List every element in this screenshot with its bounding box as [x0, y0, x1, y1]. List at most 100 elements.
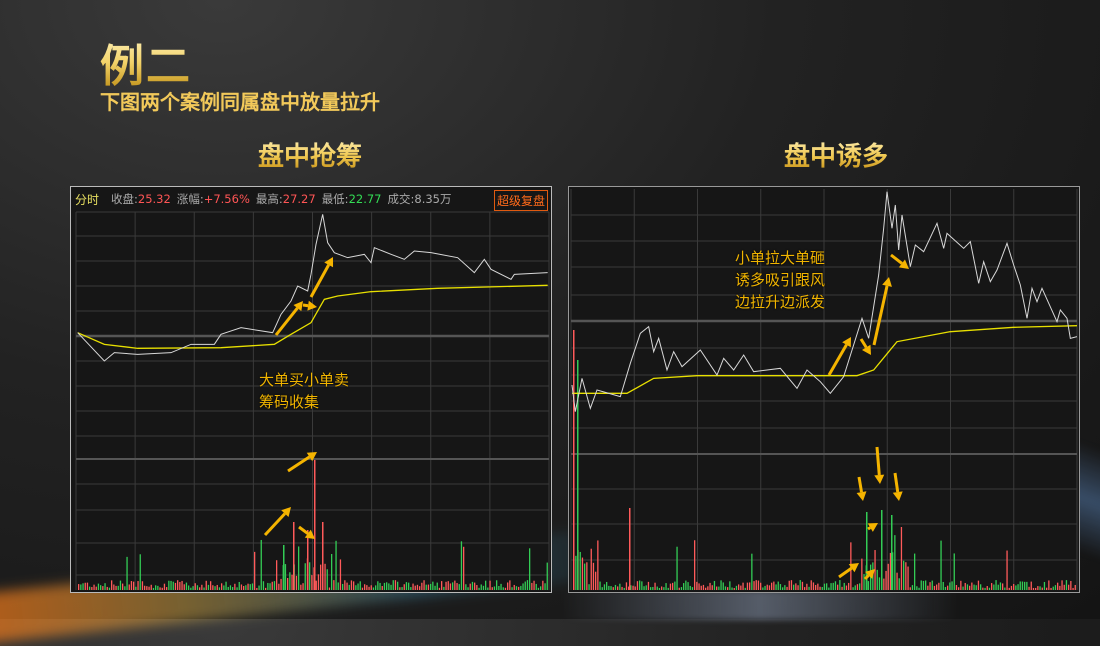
arrow-icon	[274, 307, 299, 336]
volume-bar	[766, 584, 768, 590]
volume-bar	[720, 580, 722, 590]
volume-bar	[256, 587, 258, 590]
volume-bar	[889, 552, 892, 590]
volume-bar	[163, 583, 166, 590]
volume-bar	[834, 581, 837, 590]
volume-bar	[801, 581, 804, 590]
left-chart-caption: 盘中抢筹	[210, 136, 410, 173]
arrow-icon	[306, 452, 317, 462]
volume-bar	[342, 583, 344, 590]
volume-bar	[1035, 587, 1037, 590]
volume-bar	[953, 553, 955, 590]
volume-bar	[537, 587, 540, 590]
volume-bar	[650, 587, 652, 590]
super-review-button[interactable]: 超级复盘	[493, 190, 548, 211]
volume-bar	[183, 584, 185, 590]
arrow-icon	[281, 507, 291, 517]
volume-bar	[905, 562, 907, 590]
volume-bar	[289, 572, 291, 590]
volume-bar	[771, 582, 773, 590]
volume-bar	[742, 582, 744, 590]
volume-bar	[630, 585, 632, 590]
arrow-icon	[263, 512, 286, 537]
volume-bar	[804, 587, 806, 590]
volume-bar	[900, 527, 903, 590]
arrow-icon	[827, 344, 848, 376]
volume-bar	[280, 578, 282, 590]
arrow-icon	[865, 569, 875, 579]
right-intraday-chart[interactable]: 小单拉大单砸 诱多吸引跟风 边拉升边派发	[568, 186, 1080, 593]
average-price-line	[572, 325, 1078, 394]
volume-bar	[212, 585, 214, 590]
volume-bar	[885, 570, 887, 590]
volume-bar	[581, 557, 584, 590]
volume-bar	[300, 584, 302, 590]
volume-bar	[603, 584, 606, 590]
chart-header: 分时 收盘:25.32 涨幅:+7.56% 最高:27.27 最低:22.77 …	[71, 187, 551, 211]
volume-bar	[469, 583, 471, 590]
volume-bar	[124, 586, 126, 590]
volume-bar	[458, 584, 460, 590]
arrow-icon	[309, 264, 330, 298]
volume-bar	[665, 583, 667, 590]
volume-bar	[493, 586, 496, 590]
volume-bar	[254, 551, 256, 590]
volume-bar	[298, 546, 300, 590]
volume-bar	[753, 581, 755, 590]
volume-bar	[859, 583, 861, 590]
volume-bar	[856, 584, 859, 590]
volume-bar	[452, 582, 454, 590]
volume-bar	[216, 584, 218, 590]
volume-bar	[1041, 587, 1043, 590]
volume-bar	[122, 583, 124, 590]
volume-bar	[861, 558, 863, 590]
volume-bar	[130, 581, 133, 590]
volume-bar	[839, 580, 841, 590]
volume-bar	[357, 583, 359, 590]
volume-bar	[126, 556, 128, 590]
arrow-icon	[287, 455, 311, 473]
volume-bar	[621, 586, 623, 590]
volume-bar	[434, 585, 436, 590]
volume-bar	[590, 548, 592, 590]
slide-subtitle: 下图两个案例同属盘中放量拉升	[100, 90, 380, 114]
right-chart-caption: 盘中诱多	[736, 136, 936, 173]
volume-bar	[606, 581, 608, 590]
volume-bar	[221, 583, 223, 590]
volume-bar	[777, 581, 779, 590]
volume-bar	[262, 581, 265, 590]
annotation-line: 诱多吸引跟风	[735, 271, 826, 289]
change-label: 涨幅:	[176, 192, 204, 206]
volume-bar	[586, 562, 588, 590]
volume-bar	[348, 584, 350, 590]
volume-bar	[848, 582, 850, 590]
volume-bar	[326, 569, 328, 590]
volume-bar	[91, 587, 93, 590]
volume-bar	[97, 583, 100, 590]
arrow-icon	[307, 300, 317, 311]
volume-bar	[896, 572, 898, 590]
volume-bar	[707, 586, 709, 590]
volume-bar	[817, 583, 819, 590]
volume-bar	[276, 560, 278, 590]
volume-bar	[632, 585, 634, 590]
arrow-icon	[882, 277, 892, 287]
volume-bar	[898, 578, 900, 590]
volume-bar	[427, 584, 430, 590]
tab-intraday[interactable]: 分时	[75, 192, 100, 207]
left-intraday-chart[interactable]: 分时 收盘:25.32 涨幅:+7.56% 最高:27.27 最低:22.77 …	[70, 186, 552, 593]
price-line	[77, 214, 548, 362]
volume-bar	[307, 530, 309, 590]
volume-bar	[344, 580, 346, 590]
volume-bar	[909, 587, 911, 590]
volume-bar	[201, 584, 203, 590]
volume-bar	[947, 585, 949, 590]
volume-bar	[392, 580, 394, 590]
volume-bar	[447, 581, 449, 590]
volume-bar	[731, 587, 733, 590]
volume-bar	[260, 539, 262, 590]
volume-bar	[465, 584, 467, 590]
volume-bar	[907, 566, 909, 590]
volume-bar	[933, 585, 936, 590]
volume-bar	[1068, 584, 1070, 590]
